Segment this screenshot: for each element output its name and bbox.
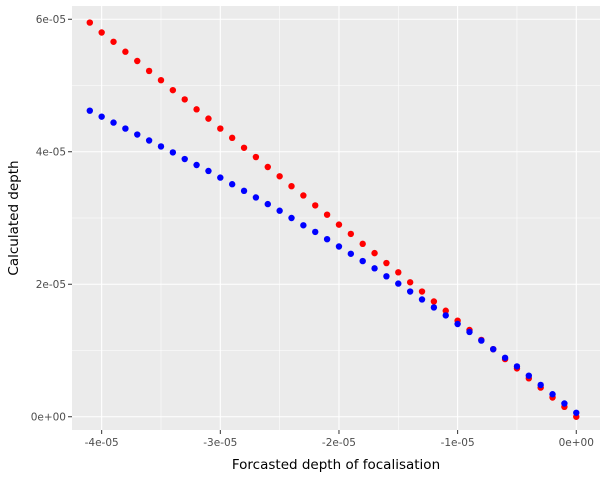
data-point xyxy=(228,134,236,142)
data-point xyxy=(359,257,366,265)
data-point xyxy=(395,280,402,287)
data-point xyxy=(525,372,533,379)
data-point xyxy=(122,48,129,55)
data-point xyxy=(134,57,141,65)
data-point xyxy=(478,337,485,344)
data-point xyxy=(312,228,319,236)
data-point xyxy=(205,115,212,122)
data-point xyxy=(490,345,497,353)
x-tick-label: 0e+00 xyxy=(559,437,594,449)
data-point xyxy=(371,249,378,257)
data-point xyxy=(276,173,283,180)
x-tick-label: -3e-05 xyxy=(203,437,237,449)
data-point xyxy=(513,363,521,370)
y-axis-title: Calculated depth xyxy=(6,160,22,275)
x-tick-label: -4e-05 xyxy=(85,437,119,449)
data-points xyxy=(86,19,580,420)
data-point xyxy=(252,194,260,201)
data-point xyxy=(145,67,153,75)
data-point xyxy=(323,211,331,218)
data-point xyxy=(335,243,343,250)
data-point xyxy=(193,106,200,113)
data-point xyxy=(145,137,153,144)
data-point xyxy=(418,296,426,303)
data-point xyxy=(442,312,449,319)
y-tick-label: 0e+00 xyxy=(31,412,66,424)
data-point xyxy=(300,222,307,229)
data-point xyxy=(454,320,461,328)
data-point xyxy=(347,250,355,257)
x-tick-label: -2e-05 xyxy=(322,437,356,449)
data-point xyxy=(98,29,105,36)
x-axis-title: Forcasted depth of focalisation xyxy=(232,457,440,473)
data-point xyxy=(217,174,224,181)
y-axis: 0e+00 2e-05 4e-05 6e-05 xyxy=(31,14,72,424)
data-point xyxy=(549,391,556,398)
data-point xyxy=(466,328,473,336)
data-point xyxy=(418,288,426,295)
data-point xyxy=(169,86,177,94)
data-point xyxy=(157,143,165,150)
y-tick-label: 6e-05 xyxy=(36,14,66,26)
data-point xyxy=(383,259,390,267)
data-point xyxy=(240,144,248,151)
data-point xyxy=(430,304,438,311)
data-point xyxy=(312,202,319,209)
data-point xyxy=(228,181,236,188)
data-point xyxy=(395,269,402,276)
data-point xyxy=(537,381,544,389)
data-point xyxy=(252,153,260,161)
x-axis: -4e-05 -3e-05 -2e-05 -1e-05 0e+00 xyxy=(85,430,594,449)
data-point xyxy=(193,161,200,169)
data-point xyxy=(181,155,188,163)
data-point xyxy=(501,354,509,361)
data-point xyxy=(561,400,568,407)
data-point xyxy=(181,96,188,103)
data-point xyxy=(264,163,271,171)
data-point xyxy=(288,183,295,190)
minor-gridlines xyxy=(72,6,600,430)
data-point xyxy=(169,149,177,156)
data-point xyxy=(359,240,366,248)
data-point xyxy=(217,125,224,132)
data-point xyxy=(300,192,307,199)
data-point xyxy=(347,230,355,238)
y-tick-label: 2e-05 xyxy=(36,279,66,291)
data-point xyxy=(442,307,449,314)
data-point xyxy=(323,236,331,243)
data-point xyxy=(371,265,378,272)
data-point xyxy=(288,214,295,222)
data-point xyxy=(86,19,93,26)
data-point xyxy=(240,187,248,195)
data-point xyxy=(430,298,438,305)
data-point xyxy=(264,200,271,208)
data-point xyxy=(406,279,414,286)
x-tick-label: -1e-05 xyxy=(441,437,475,449)
data-point xyxy=(205,167,212,175)
data-point xyxy=(110,119,117,126)
data-point xyxy=(122,125,129,132)
series-2 xyxy=(86,107,580,416)
major-gridlines xyxy=(72,6,600,430)
data-point xyxy=(86,107,93,114)
data-point xyxy=(335,221,343,228)
data-point xyxy=(383,273,390,280)
data-point xyxy=(98,113,105,120)
y-tick-label: 4e-05 xyxy=(36,147,66,159)
data-point xyxy=(573,409,580,416)
data-point xyxy=(134,131,141,138)
data-point xyxy=(157,77,165,84)
data-point xyxy=(276,207,283,214)
data-point xyxy=(110,38,117,45)
data-point xyxy=(406,288,414,295)
